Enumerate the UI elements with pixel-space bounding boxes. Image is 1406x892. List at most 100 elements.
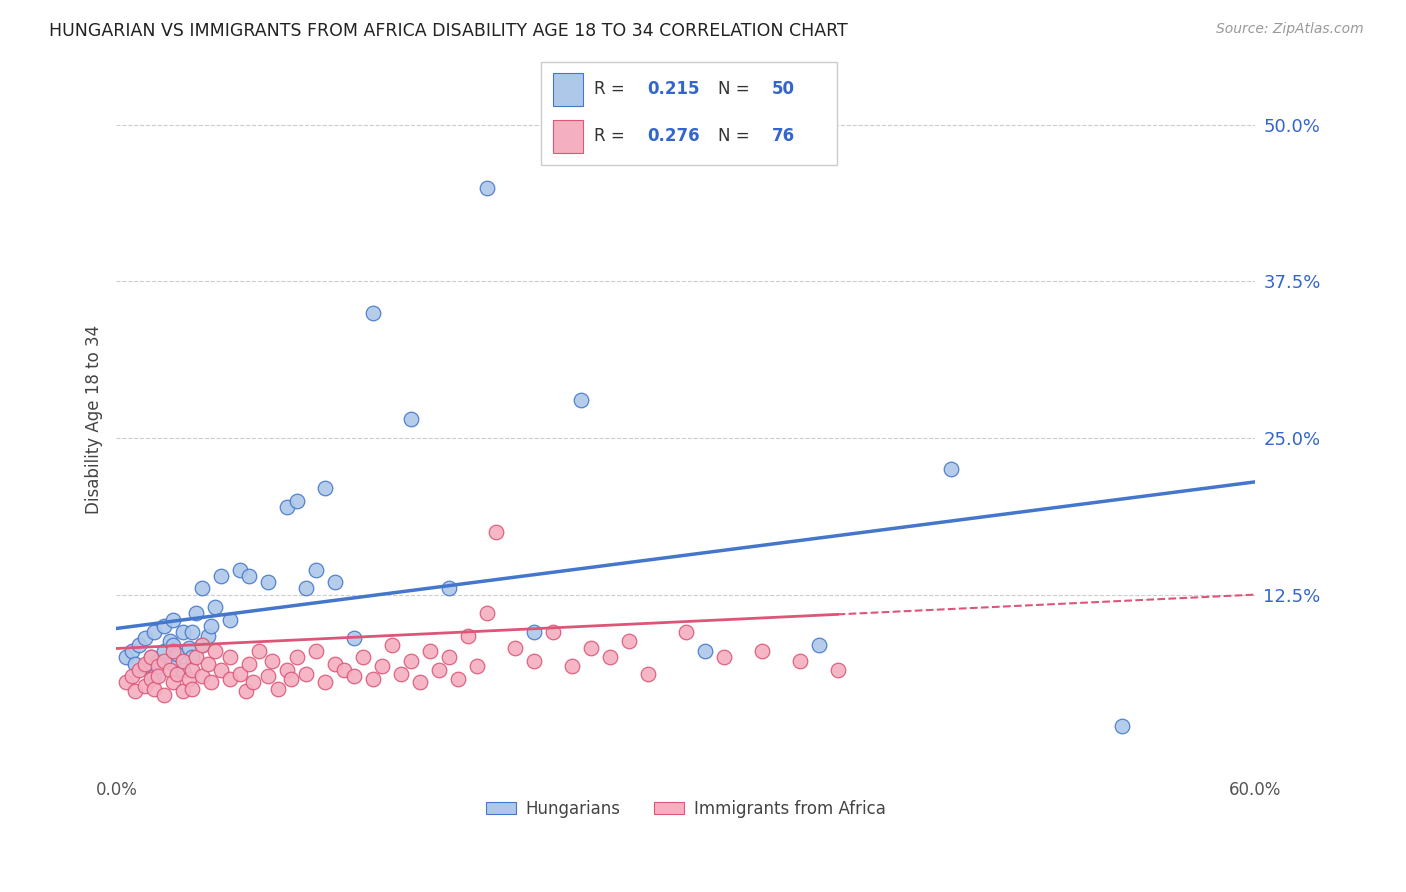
Point xyxy=(139,672,162,686)
Legend: Hungarians, Immigrants from Africa: Hungarians, Immigrants from Africa xyxy=(479,794,893,825)
Point xyxy=(693,644,716,658)
Point xyxy=(523,625,546,640)
Point xyxy=(134,632,156,646)
Point xyxy=(295,666,318,681)
Point xyxy=(713,650,735,665)
Point xyxy=(177,641,200,656)
Point xyxy=(314,675,336,690)
Point xyxy=(262,654,284,668)
Point xyxy=(219,613,242,627)
Point xyxy=(617,634,640,648)
Point xyxy=(579,641,602,656)
Point xyxy=(200,619,222,633)
Point xyxy=(352,650,374,665)
Point xyxy=(153,688,176,702)
Point xyxy=(229,666,252,681)
Text: N =: N = xyxy=(718,79,755,97)
Point xyxy=(115,675,138,690)
Point xyxy=(200,675,222,690)
Point xyxy=(209,663,232,677)
Point xyxy=(381,638,404,652)
Point xyxy=(285,650,308,665)
Point xyxy=(276,663,298,677)
Point xyxy=(447,672,470,686)
Point xyxy=(148,659,170,673)
Point xyxy=(361,306,384,320)
Point xyxy=(637,666,659,681)
Point xyxy=(143,681,166,696)
Point xyxy=(121,669,143,683)
Point xyxy=(124,684,146,698)
Point xyxy=(361,672,384,686)
Point xyxy=(159,634,181,648)
Point xyxy=(465,659,488,673)
Point xyxy=(166,666,188,681)
Point xyxy=(177,672,200,686)
Point xyxy=(166,647,188,661)
Point xyxy=(148,669,170,683)
Point xyxy=(134,657,156,671)
FancyBboxPatch shape xyxy=(553,120,582,153)
Point xyxy=(280,672,302,686)
Point xyxy=(219,650,242,665)
Point xyxy=(204,644,226,658)
Point xyxy=(242,675,264,690)
Text: 50: 50 xyxy=(772,79,794,97)
Point xyxy=(257,575,280,590)
Point xyxy=(827,663,849,677)
Point xyxy=(197,629,219,643)
Point xyxy=(172,654,194,668)
Point xyxy=(204,600,226,615)
FancyBboxPatch shape xyxy=(541,62,837,165)
Point xyxy=(305,644,328,658)
Point xyxy=(257,669,280,683)
Point xyxy=(323,575,346,590)
Point xyxy=(143,625,166,640)
Point xyxy=(305,563,328,577)
Point xyxy=(247,644,270,658)
Point xyxy=(121,644,143,658)
Point xyxy=(267,681,290,696)
Point xyxy=(523,654,546,668)
Point xyxy=(941,462,963,476)
Point xyxy=(191,669,214,683)
Point xyxy=(172,663,194,677)
Point xyxy=(541,625,564,640)
Point xyxy=(134,659,156,673)
Point xyxy=(561,659,583,673)
Point xyxy=(399,412,422,426)
Point xyxy=(124,657,146,671)
Text: Source: ZipAtlas.com: Source: ZipAtlas.com xyxy=(1216,22,1364,37)
Point xyxy=(172,684,194,698)
Point xyxy=(285,493,308,508)
Point xyxy=(162,638,184,652)
Point xyxy=(599,650,621,665)
Point xyxy=(115,650,138,665)
Point xyxy=(197,657,219,671)
Point xyxy=(186,650,208,665)
Point xyxy=(186,607,208,621)
Point xyxy=(191,638,214,652)
FancyBboxPatch shape xyxy=(553,73,582,105)
Point xyxy=(675,625,697,640)
Point xyxy=(475,180,498,194)
Point xyxy=(148,654,170,668)
Point xyxy=(419,644,441,658)
Point xyxy=(191,582,214,596)
Point xyxy=(209,569,232,583)
Point xyxy=(437,650,460,665)
Point xyxy=(789,654,811,668)
Point xyxy=(219,672,242,686)
Point xyxy=(503,641,526,656)
Point xyxy=(276,500,298,514)
Point xyxy=(143,669,166,683)
Text: 0.276: 0.276 xyxy=(648,128,700,145)
Point xyxy=(134,679,156,693)
Point xyxy=(181,681,204,696)
Point xyxy=(181,625,204,640)
Point xyxy=(153,644,176,658)
Point xyxy=(323,657,346,671)
Point xyxy=(295,582,318,596)
Text: N =: N = xyxy=(718,128,755,145)
Point xyxy=(427,663,450,677)
